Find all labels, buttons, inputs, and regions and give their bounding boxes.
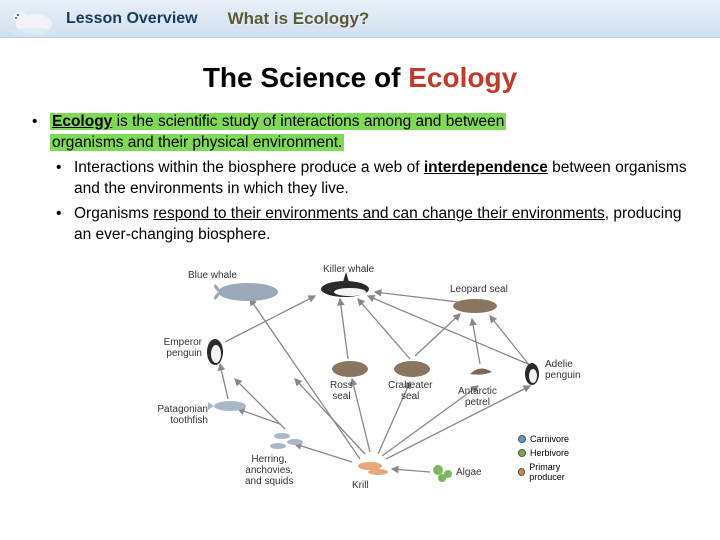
legend-dot-producer (518, 468, 525, 476)
label-crabeater-seal: Crabeaterseal (388, 380, 432, 402)
title-prefix: The Science of (203, 62, 408, 93)
legend-carnivore: Carnivore (518, 434, 569, 444)
label-killer-whale: Killer whale (323, 264, 374, 275)
legend-herbivore-label: Herbivore (530, 448, 569, 458)
label-blue-whale: Blue whale (188, 270, 237, 281)
label-ross-seal: Rossseal (330, 380, 353, 402)
legend-dot-carnivore (518, 435, 526, 443)
title-highlight: Ecology (408, 62, 517, 93)
bullet-main-text: Ecology is the scientific study of inter… (50, 112, 506, 154)
b2b-pre: Organisms (74, 205, 153, 222)
lesson-overview-label: Lesson Overview (66, 10, 198, 28)
bullet-sub-b-text: Organisms respond to their environments … (74, 204, 688, 246)
b2a-pre: Interactions within the biosphere produc… (74, 159, 424, 176)
label-antarctic-petrel: Antarcticpetrel (458, 386, 497, 408)
label-patagonian-toothfish: Patagoniantoothfish (148, 404, 208, 426)
bullet-dot: • (56, 204, 74, 246)
label-adelie-penguin: Adeliepenguin (545, 359, 581, 381)
label-leopard-seal: Leopard seal (450, 284, 508, 295)
bullet-dot: • (32, 112, 50, 154)
content-area: • Ecology is the scientific study of int… (0, 112, 720, 246)
label-krill: Krill (352, 480, 369, 491)
b1-rest: is the scientific study of interactions … (112, 113, 504, 130)
header-bar: Lesson Overview What is Ecology? (0, 0, 720, 38)
label-herring: Herring,anchovies,and squids (245, 454, 293, 487)
legend-dot-herbivore (518, 449, 526, 457)
bullet-sub-a-text: Interactions within the biosphere produc… (74, 158, 688, 200)
food-web-diagram: Blue whale Killer whale Leopard seal Emp… (130, 264, 590, 494)
ecology-term: Ecology (52, 113, 112, 130)
bullet-sub-b: • Organisms respond to their environment… (56, 204, 688, 246)
page-title: The Science of Ecology (0, 62, 720, 94)
legend-producer-label: Primary producer (529, 462, 590, 482)
bullet-sub-a: • Interactions within the biosphere prod… (56, 158, 688, 200)
bullet-main: • Ecology is the scientific study of int… (32, 112, 688, 154)
label-emperor-penguin: Emperorpenguin (148, 337, 202, 359)
polar-bear-icon (8, 2, 58, 36)
organisms-svg (130, 264, 590, 494)
header-subtitle: What is Ecology? (228, 9, 370, 29)
legend-carnivore-label: Carnivore (530, 434, 569, 444)
b2b-ul: respond to their environments and can ch… (153, 205, 605, 222)
b2a-bold: interdependence (424, 159, 548, 176)
legend-producer: Primary producer (518, 462, 590, 482)
label-algae: Algae (456, 467, 482, 478)
b1-line2: organisms and their physical environment… (50, 134, 344, 151)
legend-herbivore: Herbivore (518, 448, 569, 458)
bullet-dot: • (56, 158, 74, 200)
